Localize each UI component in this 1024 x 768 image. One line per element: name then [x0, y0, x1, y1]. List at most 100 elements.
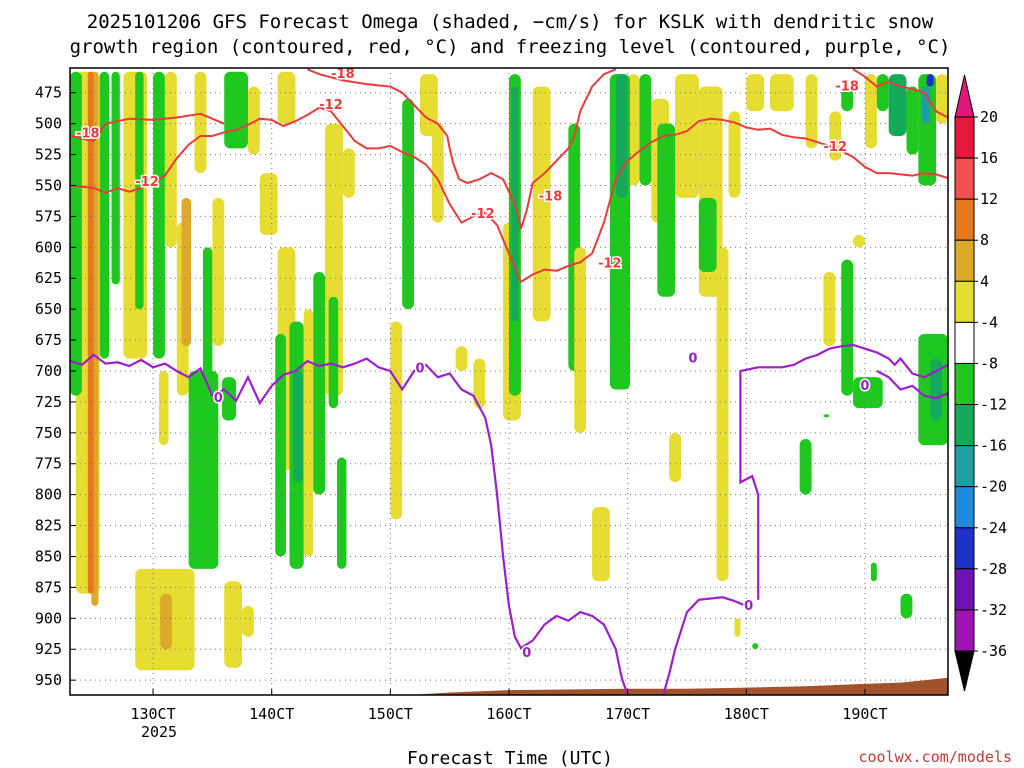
omega-shading-cell — [657, 123, 676, 297]
omega-shading-cell — [135, 71, 144, 310]
omega-shading-cell — [675, 74, 699, 198]
omega-shading-cell — [328, 296, 339, 409]
omega-shading-cell — [799, 439, 812, 495]
omega-shading-cell — [224, 581, 243, 668]
colorbar-swatch — [954, 527, 975, 570]
contour-value-label: -18 — [76, 127, 100, 142]
contour-value-label: 0 — [860, 379, 869, 394]
colorbar-swatch — [954, 239, 975, 282]
omega-shading-cell — [293, 370, 303, 483]
freezing-level-contour — [662, 596, 747, 695]
y-tick-label: 675 — [35, 331, 62, 349]
omega-shading-cell — [221, 377, 237, 421]
y-tick-label: 600 — [35, 238, 62, 256]
omega-shading-cell — [592, 507, 610, 582]
omega-shading-cell — [639, 74, 652, 186]
omega-shading-cell — [336, 457, 347, 569]
dgz-temperature-contour — [306, 68, 617, 230]
freezing-level-contour — [876, 370, 948, 400]
colorbar-bottom-arrow — [954, 650, 975, 692]
colorbar-label: 20 — [980, 108, 998, 126]
colorbar-label: -4 — [980, 313, 998, 331]
omega-shading-cell — [876, 74, 889, 112]
omega-shading-cell — [224, 71, 248, 149]
colorbar-label: 4 — [980, 272, 989, 290]
contour-value-label: -12 — [135, 175, 159, 190]
dgz-temperature-contour — [70, 112, 225, 143]
dgz-temperature-contour — [70, 106, 948, 284]
omega-shading-cell — [455, 346, 468, 371]
y-tick-label: 700 — [35, 362, 62, 380]
contour-value-label: 0 — [744, 599, 753, 614]
omega-shading-cell — [853, 377, 883, 409]
y-tick-label: 575 — [35, 207, 62, 225]
omega-shading-cell — [870, 562, 877, 582]
colorbar-swatch — [954, 116, 975, 159]
contour-value-label: -18 — [835, 80, 859, 95]
omega-shading-cell — [823, 414, 830, 418]
colorbar-swatch — [954, 321, 975, 364]
y-tick-label: 875 — [35, 578, 62, 596]
omega-shading-cell — [111, 71, 120, 285]
y-tick-label: 650 — [35, 300, 62, 318]
omega-shading-cell — [342, 148, 355, 198]
x-tick-label: 130CT — [130, 705, 175, 723]
omega-shading-cell — [181, 197, 192, 347]
omega-shading-cell — [906, 86, 919, 155]
terrain-layer — [70, 677, 948, 695]
contour-value-label: -12 — [824, 140, 848, 155]
omega-shading-cell — [194, 71, 207, 174]
colorbar-swatch — [954, 568, 975, 611]
omega-shading-cell — [247, 86, 260, 155]
omega-shading-cell — [669, 432, 682, 483]
colorbar-label: 8 — [980, 231, 989, 249]
omega-shading-cell — [242, 605, 254, 637]
omega-shading-cell — [431, 123, 444, 223]
omega-shading-cell — [277, 71, 296, 124]
omega-shading-cell — [473, 358, 486, 409]
omega-shading-cell — [212, 197, 225, 347]
omega-shading-cell — [402, 98, 415, 310]
colorbar-swatch — [954, 609, 975, 652]
y-tick-label: 550 — [35, 176, 62, 194]
omega-shading-cell — [532, 86, 551, 322]
x-tick-label: 140CT — [249, 705, 294, 723]
colorbar-label: 12 — [980, 190, 998, 208]
omega-shading-cell — [202, 247, 213, 396]
omega-shading-cell — [853, 234, 865, 248]
contour-value-label: -12 — [319, 98, 343, 113]
x-tick-label: 150CT — [368, 705, 413, 723]
y-tick-label: 850 — [35, 547, 62, 565]
omega-shading-cell — [841, 259, 854, 396]
colorbar-top-arrow — [954, 74, 975, 118]
credit-text: coolwx.com/models — [858, 748, 1012, 766]
omega-shading-cell — [926, 74, 934, 87]
colorbar-swatch — [954, 445, 975, 488]
omega-shading-cell — [930, 358, 943, 421]
omega-shading-cell — [390, 321, 403, 520]
x-tick-label: 190CT — [842, 705, 887, 723]
colorbar-swatch — [954, 280, 975, 323]
omega-shading-cell — [888, 74, 907, 137]
x-tick-year-label: 2025 — [141, 723, 177, 741]
omega-shading-cell — [829, 111, 842, 161]
x-axis-label: Forecast Time (UTC) — [407, 748, 613, 768]
contour-value-label: 0 — [415, 362, 424, 377]
y-tick-label: 950 — [35, 671, 62, 689]
omega-shading-cell — [153, 71, 165, 359]
omega-shading-cell — [752, 643, 759, 650]
y-tick-label: 925 — [35, 640, 62, 658]
omega-shading-layer — [70, 71, 948, 671]
y-tick-label: 800 — [35, 486, 62, 504]
contour-layer — [70, 68, 948, 695]
omega-shading-cell — [259, 173, 278, 235]
colorbar-label: -36 — [980, 642, 1007, 660]
omega-shading-cell — [164, 71, 177, 248]
contour-value-label: -12 — [598, 256, 622, 271]
contour-value-label: -18 — [331, 67, 355, 82]
contour-value-label: 0 — [688, 352, 697, 367]
omega-shading-cell — [158, 370, 169, 446]
omega-shading-cell — [823, 272, 836, 347]
omega-shading-cell — [805, 74, 818, 149]
